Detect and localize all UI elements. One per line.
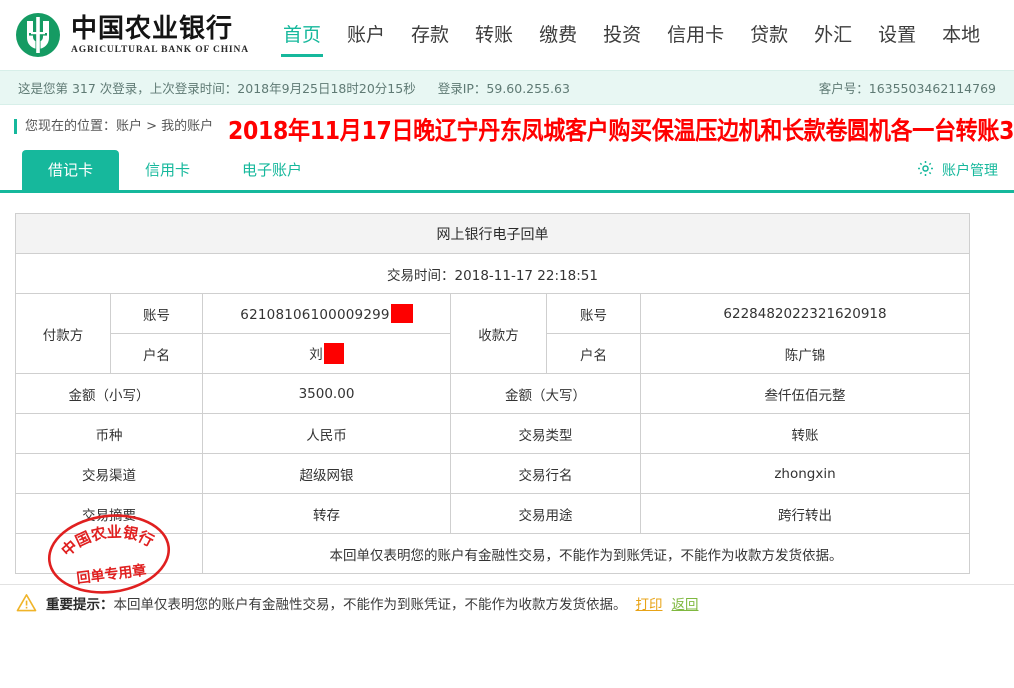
login-ip-text: 登录IP：59.60.255.63 xyxy=(437,81,570,96)
nav-item-home[interactable]: 首页 xyxy=(270,12,334,58)
redaction-block xyxy=(323,343,344,364)
payer-account-no-label: 账号 xyxy=(110,293,203,334)
gear-icon xyxy=(916,159,935,182)
footer-notice: 重要提示： 本回单仅表明您的账户有金融性交易，不能作为到账凭证，不能作为收款方发… xyxy=(0,584,1014,620)
table-row-title: 网上银行电子回单 xyxy=(15,213,970,254)
login-info-bar: 这是您第 317 次登录，上次登录时间：2018年9月25日18时20分15秒 … xyxy=(0,70,1014,105)
warning-triangle-icon xyxy=(16,593,37,612)
payer-account-no-text: 62108106100009299 xyxy=(240,307,390,323)
customer-number-text: 客户号：1635503462114769 xyxy=(818,81,996,96)
red-annotation-banner: 2018年11月17日晚辽宁丹东凤城客户购买保温压边机和长款卷圆机各一台转账35… xyxy=(228,117,1014,146)
nav-item-loan[interactable]: 贷款 xyxy=(750,24,789,46)
receipt-title: 网上银行电子回单 xyxy=(15,213,970,254)
nav-item-account[interactable]: 账户 xyxy=(347,24,386,46)
breadcrumb: 您现在的位置：账户 > 我的账户 xyxy=(14,118,213,134)
transaction-channel-value: 超级网银 xyxy=(202,453,451,494)
login-count-text: 这是您第 317 次登录，上次登录时间：2018年9月25日18时20分15秒 xyxy=(18,81,416,96)
nav-item-forex[interactable]: 外汇 xyxy=(814,24,853,46)
receipt-disclaimer: 本回单仅表明您的账户有金融性交易，不能作为到账凭证，不能作为收款方发货依据。 xyxy=(202,533,970,574)
nav-item-investment[interactable]: 投资 xyxy=(603,24,642,46)
transaction-purpose-value: 跨行转出 xyxy=(640,493,970,534)
site-header: 中国农业银行 AGRICULTURAL BANK OF CHINA 首页 账户 … xyxy=(0,0,1014,70)
nav-item-transfer[interactable]: 转账 xyxy=(475,24,514,46)
payer-account-no-value: 62108106100009299 xyxy=(202,293,451,334)
account-management-button[interactable]: 账户管理 xyxy=(916,150,998,190)
print-link[interactable]: 打印 xyxy=(635,596,663,613)
account-management-label: 账户管理 xyxy=(942,163,998,179)
table-row-amount: 金额（小写） 3500.00 金额（大写） 叁仟伍佰元整 xyxy=(15,373,970,414)
account-type-tabs: 借记卡 信用卡 电子账户 账户管理 xyxy=(0,147,1014,193)
amount-digits-value: 3500.00 xyxy=(202,373,451,414)
transaction-time-cell: 交易时间：2018-11-17 22:18:51 xyxy=(15,253,970,294)
tab-debit-card[interactable]: 借记卡 xyxy=(22,150,120,190)
seal-bottom-text: 回单专用章 xyxy=(76,561,148,586)
receipt-sheet: 网上银行电子回单 交易时间：2018-11-17 22:18:51 付款方 账号… xyxy=(15,213,970,594)
amount-words-value: 叁仟伍佰元整 xyxy=(640,373,970,414)
footer-notice-text: 本回单仅表明您的账户有金融性交易，不能作为到账凭证，不能作为收款方发货依据。 xyxy=(113,596,627,613)
table-row-account-no: 付款方 账号 62108106100009299 收款方 账号 62284820… xyxy=(15,293,970,374)
logo-text-cn: 中国农业银行 xyxy=(71,14,234,44)
back-link[interactable]: 返回 xyxy=(671,596,699,613)
transaction-type-label: 交易类型 xyxy=(450,413,641,454)
payer-account-name-label: 户名 xyxy=(110,333,203,374)
svg-text:中国农业银行: 中国农业银行 xyxy=(56,517,159,561)
table-row-transaction-time: 交易时间：2018-11-17 22:18:51 xyxy=(15,253,970,294)
receipt-table: 网上银行电子回单 交易时间：2018-11-17 22:18:51 付款方 账号… xyxy=(15,213,970,594)
table-row-channel: 交易渠道 超级网银 交易行名 zhongxin xyxy=(15,453,970,494)
table-row-currency: 币种 人民币 交易类型 转账 xyxy=(15,413,970,454)
tab-electronic-account[interactable]: 电子账户 xyxy=(242,161,303,179)
payee-account-name-label: 户名 xyxy=(546,333,641,374)
seal-top-text: 中国农业银行 xyxy=(56,517,159,561)
nav-item-settings[interactable]: 设置 xyxy=(878,24,917,46)
abc-bank-logo-icon xyxy=(14,11,62,59)
nav-item-local[interactable]: 本地 xyxy=(942,24,981,46)
nav-item-deposit[interactable]: 存款 xyxy=(411,24,450,46)
transaction-bank-label: 交易行名 xyxy=(450,453,641,494)
payer-account-name-text: 刘 xyxy=(309,347,323,363)
redaction-block xyxy=(390,304,413,323)
footer-notice-label: 重要提示： xyxy=(46,596,114,613)
nav-item-creditcard[interactable]: 信用卡 xyxy=(667,24,725,46)
currency-label: 币种 xyxy=(15,413,203,454)
transaction-purpose-label: 交易用途 xyxy=(450,493,641,534)
tab-credit-card[interactable]: 信用卡 xyxy=(145,161,191,179)
nav-item-payment[interactable]: 缴费 xyxy=(539,24,578,46)
transaction-channel-label: 交易渠道 xyxy=(15,453,203,494)
transaction-type-value: 转账 xyxy=(640,413,970,454)
amount-digits-label: 金额（小写） xyxy=(15,373,203,414)
payee-label: 收款方 xyxy=(450,293,547,374)
currency-value: 人民币 xyxy=(202,413,451,454)
breadcrumb-row: 您现在的位置：账户 > 我的账户 2018年11月17日晚辽宁丹东凤城客户购买保… xyxy=(0,105,1014,147)
transaction-summary-value: 转存 xyxy=(202,493,451,534)
payer-account-name-value: 刘 xyxy=(202,333,451,374)
bank-logo[interactable]: 中国农业银行 AGRICULTURAL BANK OF CHINA xyxy=(0,11,262,59)
official-seal-icon: 中国农业银行 回单专用章 xyxy=(40,505,177,602)
amount-words-label: 金额（大写） xyxy=(450,373,641,414)
transaction-time-label: 交易时间： xyxy=(387,267,455,284)
payee-account-no-value: 6228482022321620918 xyxy=(640,293,970,334)
payer-label: 付款方 xyxy=(15,293,111,374)
transaction-time-value: 2018-11-17 22:18:51 xyxy=(454,267,598,284)
official-seal-cell: 中国农业银行 回单专用章 xyxy=(15,513,203,594)
logo-text-en: AGRICULTURAL BANK OF CHINA xyxy=(71,45,249,55)
payee-account-no-label: 账号 xyxy=(546,293,641,334)
main-navigation: 首页 账户 存款 转账 缴费 投资 信用卡 贷款 外汇 设置 本地 xyxy=(270,0,993,70)
transaction-bank-value: zhongxin xyxy=(640,453,970,494)
payee-account-name-value: 陈广锦 xyxy=(640,333,970,374)
table-row-seal: 中国农业银行 回单专用章 本回单仅表明您的账户有金融性交易，不能作为到账凭证，不… xyxy=(15,513,970,594)
